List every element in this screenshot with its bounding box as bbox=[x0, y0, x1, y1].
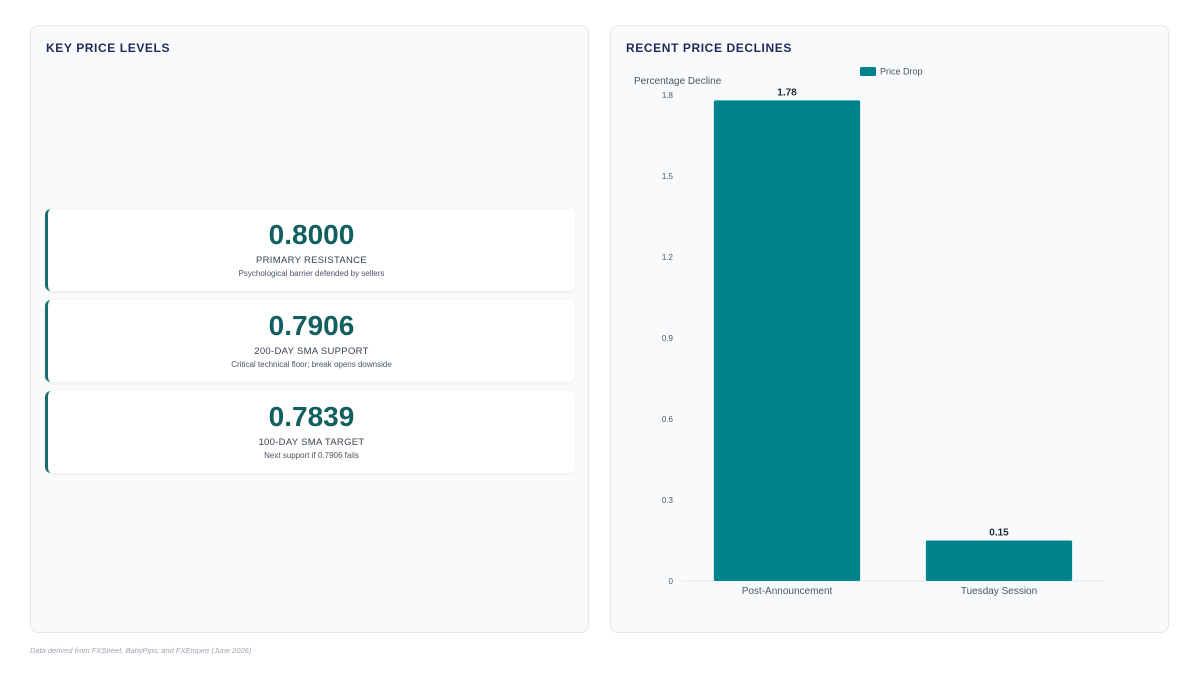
price-level-value: 0.7906 bbox=[268, 310, 355, 341]
x-tick-label: Tuesday Session bbox=[961, 586, 1037, 597]
legend-swatch bbox=[860, 67, 876, 76]
bar-data-label: 1.78 bbox=[777, 87, 797, 98]
bar-tuesday-session bbox=[925, 540, 1073, 581]
price-level-card-200-day-sma: 0.7906 200-DAY SMA SUPPORT Critical tech… bbox=[45, 300, 575, 382]
y-tick-label: 0.3 bbox=[662, 496, 674, 505]
price-level-description: Psychological barrier defended by seller… bbox=[238, 269, 385, 278]
y-tick-label: 0 bbox=[669, 577, 674, 586]
price-level-card-100-day-sma: 0.7839 100-DAY SMA TARGET Next support i… bbox=[45, 391, 575, 473]
x-tick-label: Post-Announcement bbox=[742, 586, 833, 597]
recent-price-declines-panel: RECENT PRICE DECLINES Percentage Decline… bbox=[610, 25, 1169, 633]
legend-label: Price Drop bbox=[880, 67, 923, 77]
price-level-list: 0.8000 PRIMARY RESISTANCE Psychological … bbox=[45, 209, 575, 482]
y-tick-label: 0.6 bbox=[662, 415, 674, 424]
price-level-value: 0.8000 bbox=[268, 219, 355, 250]
source-footnote: Data derived from FXStreet, BabyPips, an… bbox=[30, 646, 252, 655]
bar-data-label: 0.15 bbox=[989, 528, 1009, 539]
recent-price-declines-title: RECENT PRICE DECLINES bbox=[626, 41, 792, 55]
price-level-label: 100-DAY SMA TARGET bbox=[258, 437, 365, 448]
price-level-label: PRIMARY RESISTANCE bbox=[256, 255, 367, 266]
price-decline-bar-chart: Percentage Decline 0 0.3 0.6 0.9 1.2 1.5 1.8 1.7… bbox=[634, 67, 1105, 597]
price-level-value: 0.7839 bbox=[268, 401, 355, 432]
price-level-card-resistance: 0.8000 PRIMARY RESISTANCE Psychological … bbox=[45, 209, 575, 291]
y-tick-label: 1.5 bbox=[662, 172, 674, 181]
price-level-label: 200-DAY SMA SUPPORT bbox=[254, 346, 369, 357]
y-tick-label: 0.9 bbox=[662, 334, 674, 343]
y-tick-label: 1.8 bbox=[662, 91, 674, 100]
key-price-levels-panel: KEY PRICE LEVELS 0.8000 PRIMARY RESISTAN… bbox=[30, 25, 589, 633]
key-price-levels-title: KEY PRICE LEVELS bbox=[46, 41, 171, 55]
price-level-description: Next support if 0.7906 fails bbox=[264, 451, 359, 460]
price-level-description: Critical technical floor; break opens do… bbox=[231, 360, 392, 369]
y-tick-label: 1.2 bbox=[662, 253, 674, 262]
bar-post-announcement bbox=[713, 100, 861, 582]
y-axis-title: Percentage Decline bbox=[634, 76, 722, 87]
